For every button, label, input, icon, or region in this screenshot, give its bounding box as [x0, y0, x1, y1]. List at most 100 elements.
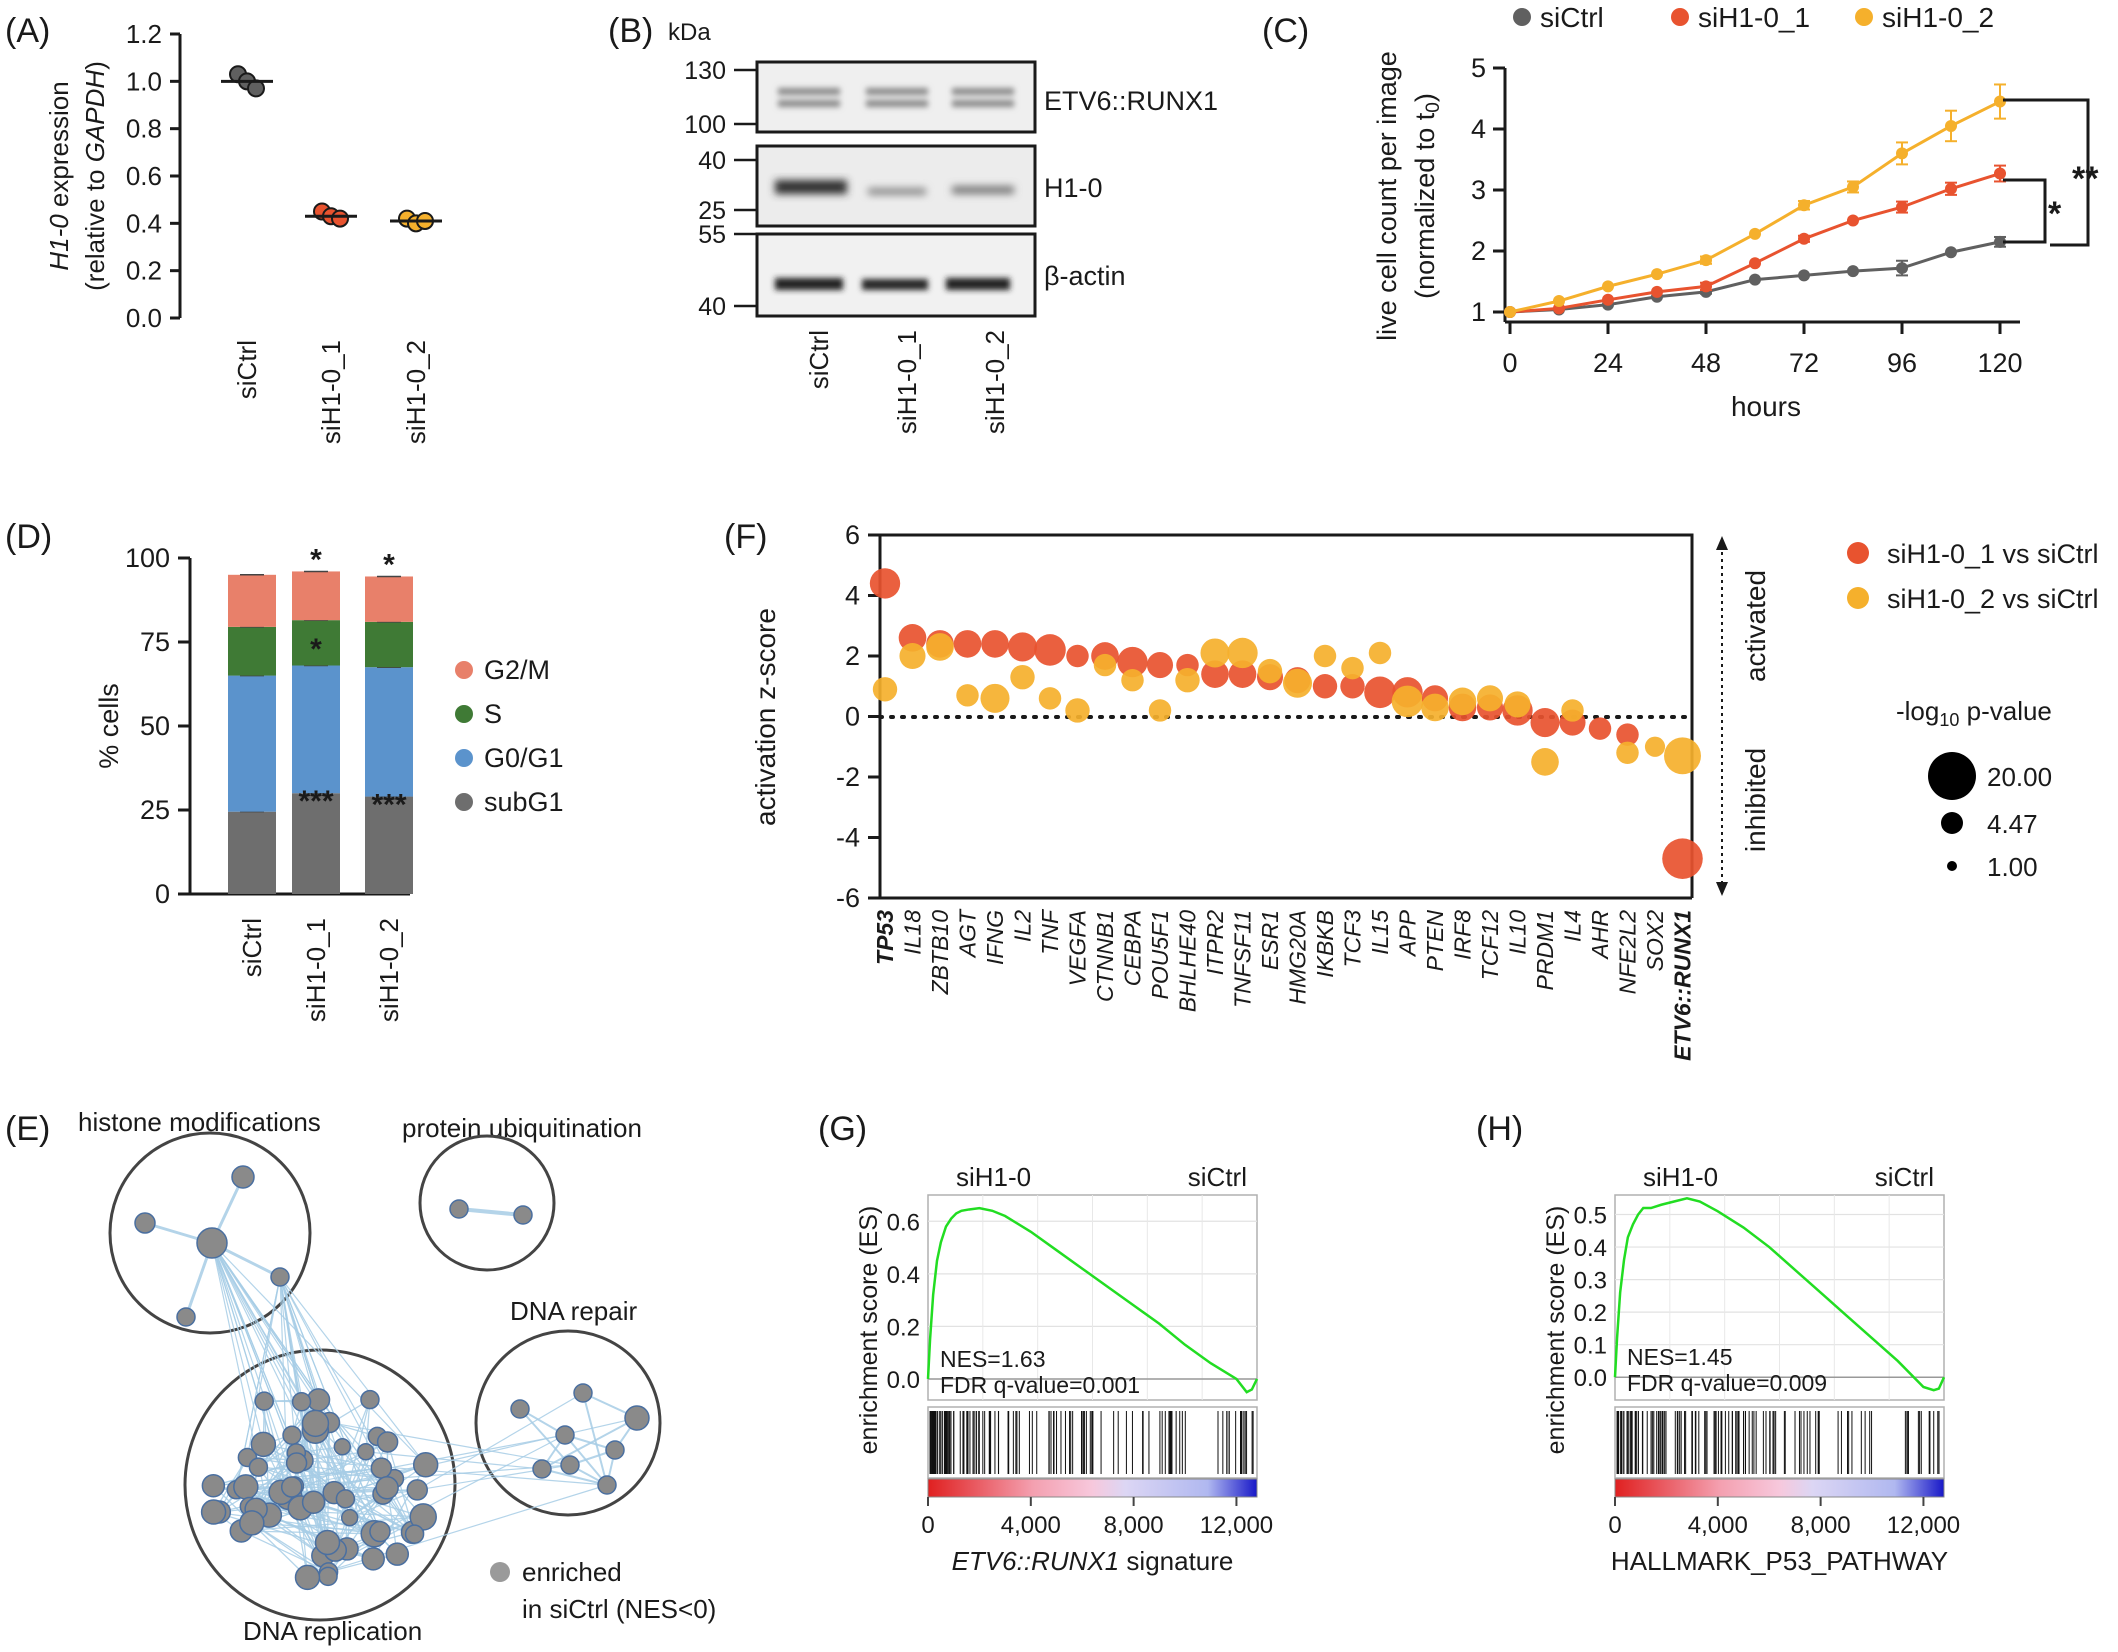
c-data-point — [1945, 246, 1957, 259]
f-point-sih1-0-2 — [1616, 741, 1639, 765]
f-point-sih1-0-1 — [1340, 674, 1365, 699]
f-point-sih1-0-2 — [1421, 693, 1449, 722]
network-node — [294, 1564, 321, 1591]
c-data-point — [1896, 201, 1908, 214]
network-node — [250, 1431, 277, 1458]
c-data-point — [1945, 119, 1957, 132]
panel-label-c: (C) — [1262, 12, 1309, 50]
c-xtick-label: 48 — [1691, 348, 1721, 378]
cluster-circle-ubiquitination — [418, 1134, 556, 1272]
gsea-ytick-label: 0.0 — [887, 1367, 920, 1394]
network-edge — [329, 1421, 571, 1466]
f-gene-label: ESR1 — [1257, 910, 1283, 970]
network-node — [510, 1399, 530, 1419]
a-y-label-1: H1-0 expression — [44, 81, 74, 270]
blot-beta-actin-bands — [775, 278, 1010, 290]
gsea-xtick-label: 0 — [1608, 1512, 1621, 1539]
f-point-sih1-0-2 — [1121, 668, 1144, 692]
f-gene-label: CTNNB1 — [1092, 910, 1118, 1002]
c-ytick-label: 1 — [1471, 297, 1486, 327]
f-point-sih1-0-2 — [1341, 656, 1364, 680]
c-legend-label: siH1-0_1 — [1698, 2, 1810, 33]
b-marker-label: 130 — [684, 57, 726, 85]
network-edge — [582, 1392, 608, 1486]
d-bar-segment — [228, 811, 276, 894]
f-y-label: activation z-score — [750, 608, 781, 826]
d-legend-label: S — [484, 699, 502, 729]
network-node — [406, 1479, 429, 1501]
c-data-point — [1994, 235, 2006, 248]
f-point-sih1-0-2 — [1148, 699, 1172, 722]
f-gene-label: PTEN — [1422, 910, 1448, 972]
cluster-label-histone: histone modifications — [78, 1107, 321, 1137]
gsea-xtick-label: 8,000 — [1104, 1512, 1164, 1539]
f-gene-label: IL2 — [1010, 910, 1036, 942]
cluster-label-ubiquitination: protein ubiquitination — [402, 1113, 642, 1143]
d-bar-segment — [228, 675, 276, 812]
d-sig-subg1: *** — [298, 785, 333, 818]
c-xtick-label: 96 — [1887, 348, 1917, 378]
network-node — [449, 1199, 469, 1219]
panel-label-f: (F) — [724, 518, 767, 556]
blot-h1-0-bands — [775, 180, 1014, 195]
a-ytick-label: 0.6 — [126, 161, 162, 191]
f-gene-label: IL10 — [1505, 910, 1531, 955]
c-data-point — [1798, 269, 1810, 282]
f-point-sih1-0-1 — [898, 624, 927, 652]
gsea-ytick-label: 0.1 — [1574, 1333, 1607, 1360]
d-ytick-label: 50 — [140, 711, 170, 741]
network-node — [555, 1425, 575, 1445]
f-point-sih1-0-2 — [1093, 653, 1117, 677]
network-edge — [213, 1511, 375, 1535]
cluster-circle-histone — [108, 1131, 312, 1335]
sig-star-double: ** — [2072, 160, 2099, 198]
f-size-legend-marker — [1928, 752, 1976, 800]
c-data-point — [1994, 95, 2006, 108]
f-gene-label: TCF12 — [1477, 910, 1503, 981]
d-ytick-label: 75 — [140, 627, 170, 657]
network-node — [369, 1520, 391, 1543]
d-sig-subg1: *** — [371, 789, 406, 822]
gsea-ytick-label: 0.4 — [887, 1262, 920, 1289]
blot-name-h1-0: H1-0 — [1044, 173, 1103, 203]
f-size-legend-label: 1.00 — [1987, 852, 2038, 882]
network-edge — [240, 1530, 329, 1573]
d-bar-segment — [292, 620, 340, 666]
f-gene-label: IKBKB — [1312, 910, 1338, 978]
d-xtick-label: siCtrl — [237, 918, 267, 977]
c-legend-label: siH1-0_2 — [1882, 2, 1994, 33]
a-data-point — [331, 209, 349, 228]
d-y-label: % cells — [94, 683, 124, 769]
d-ytick-label: 25 — [140, 795, 170, 825]
c-data-point — [1700, 254, 1712, 267]
panel-label-b: (B) — [608, 12, 653, 50]
f-gene-label: NFE2L2 — [1615, 910, 1641, 995]
c-xtick-label: 24 — [1593, 348, 1623, 378]
c-xtick-label: 120 — [1977, 348, 2022, 378]
gsea-es-curve — [926, 1206, 1259, 1394]
f-point-sih1-0-2 — [1010, 664, 1035, 690]
gsea-ytick-label: 0.2 — [887, 1314, 920, 1341]
c-legend-marker — [1671, 8, 1689, 26]
c-y-label-1: live cell count per image — [1372, 51, 1402, 341]
c-series-line — [1509, 172, 2001, 314]
network-node — [412, 1452, 439, 1478]
gsea-es-curve — [1613, 1196, 1946, 1392]
f-gene-label: TNFSF11 — [1230, 910, 1256, 1008]
c-xtick-label: 0 — [1502, 348, 1517, 378]
network-node — [335, 1489, 356, 1509]
c-data-point — [1504, 306, 1516, 318]
f-gene-label: PRDM1 — [1532, 910, 1558, 991]
f-gene-label: ETV6::RUNX1 — [1670, 910, 1696, 1061]
d-legend-marker — [455, 793, 473, 811]
gsea-right-label: siCtrl — [1188, 1162, 1247, 1192]
f-point-sih1-0-2 — [1368, 641, 1392, 665]
network-edge — [541, 1468, 608, 1486]
f-point-sih1-0-2 — [980, 683, 1010, 713]
d-ytick-label: 100 — [125, 543, 170, 573]
panel-label-h: (H) — [1476, 1110, 1523, 1148]
d-bar-segment — [292, 665, 340, 794]
panel-label-d: (D) — [5, 518, 52, 556]
c-data-point — [1847, 180, 1859, 193]
